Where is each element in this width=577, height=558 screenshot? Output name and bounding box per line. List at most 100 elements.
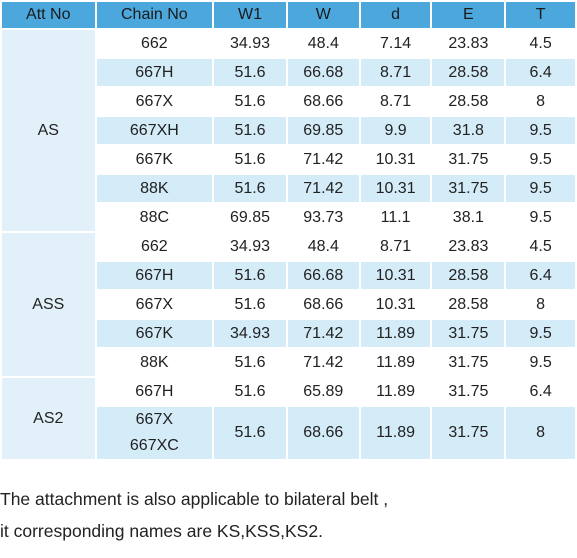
cell: 6.4: [504, 260, 577, 291]
cell: 4.5: [504, 231, 577, 262]
cell: 667XH: [94, 115, 215, 146]
table-row: 667K 34.93 71.42 11.89 31.75 9.5: [1, 318, 577, 349]
cell: 88K: [94, 173, 215, 204]
cell: 34.93: [212, 318, 288, 349]
table-row: 88C 69.85 93.73 11.1 38.1 9.5: [1, 202, 577, 233]
table-row: ASS 662 34.93 48.4 8.71 23.83 4.5: [0, 231, 577, 378]
table-row: 88K 51.6 71.42 10.31 31.75 9.5: [1, 173, 577, 204]
header-cell: Att No: [0, 0, 97, 30]
table-row: AS2 667H 51.6 65.89 11.89 31.75 6.4: [0, 376, 577, 461]
table-row: AS 662 34.93 48.4 7.14 23.83 4.5: [0, 28, 577, 233]
cell: 9.5: [504, 144, 577, 175]
cell: 11.1: [358, 202, 433, 233]
cell: 662: [94, 231, 215, 262]
cell: 51.6: [212, 347, 288, 378]
cell: 9.5: [504, 347, 577, 378]
cell: 31.75: [430, 376, 507, 407]
cell: 66.68: [285, 57, 361, 88]
cell: 11.89: [358, 405, 433, 461]
cell: 51.6: [212, 144, 288, 175]
cell: 51.6: [212, 173, 288, 204]
cell: 9.5: [504, 318, 577, 349]
table-row: 88K 51.6 71.42 11.89 31.75 9.5: [1, 347, 577, 378]
cell: 31.75: [430, 318, 507, 349]
cell: 51.6: [212, 115, 288, 146]
cell: 11.89: [358, 347, 433, 378]
cell: 10.31: [358, 260, 433, 291]
cell: 93.73: [285, 202, 361, 233]
cell: 34.93: [212, 28, 288, 59]
cell: 6.4: [504, 376, 577, 407]
cell: 667X: [94, 86, 215, 117]
table-row: 667H 51.6 66.68 8.71 28.58 6.4: [1, 57, 577, 88]
table-row: 667X 51.6 68.66 8.71 28.58 8: [1, 86, 577, 117]
cell: 51.6: [212, 376, 288, 407]
cell: 662: [94, 28, 215, 59]
cell: 65.89: [285, 376, 361, 407]
cell: 68.66: [285, 289, 361, 320]
cell: 31.75: [430, 405, 507, 461]
header-cell: T: [504, 0, 577, 30]
cell: 667K: [94, 318, 215, 349]
header-cell: W: [285, 0, 361, 30]
cell: 9.9: [358, 115, 433, 146]
header-cell: Chain No: [94, 0, 215, 30]
cell: 23.83: [430, 28, 507, 59]
cell: 4.5: [504, 28, 577, 59]
cell: 28.58: [430, 86, 507, 117]
cell-line: 667XC: [129, 437, 179, 454]
cell: 68.66: [285, 86, 361, 117]
cell: 23.83: [430, 231, 507, 262]
cell: 31.75: [430, 144, 507, 175]
cell: 8.71: [358, 57, 433, 88]
cell: 667X: [94, 289, 215, 320]
cell: 31.8: [430, 115, 507, 146]
cell: 68.66: [285, 405, 361, 461]
cell: 88K: [94, 347, 215, 378]
cell: 9.5: [504, 115, 577, 146]
att-cell: AS2: [0, 376, 97, 461]
table-row: 667K 51.6 71.42 10.31 31.75 9.5: [1, 144, 577, 175]
cell: 28.58: [430, 260, 507, 291]
cell: 8.71: [358, 231, 433, 262]
cell: 71.42: [285, 144, 361, 175]
cell: 10.31: [358, 289, 433, 320]
cell: 9.5: [504, 202, 577, 233]
cell: 667H: [94, 57, 215, 88]
cell-line: 667X: [135, 411, 174, 428]
cell: 8: [504, 405, 577, 461]
cell: 66.68: [285, 260, 361, 291]
cell: 10.31: [358, 144, 433, 175]
cell: 71.42: [285, 173, 361, 204]
cell: 31.75: [430, 173, 507, 204]
cell: 71.42: [285, 347, 361, 378]
cell: 38.1: [430, 202, 507, 233]
cell: 7.14: [358, 28, 433, 59]
cell: 51.6: [212, 289, 288, 320]
cell: 9.5: [504, 173, 577, 204]
cell: 667X 667XC: [94, 405, 215, 461]
header-cell: W1: [212, 0, 288, 30]
table-row: 667H 51.6 66.68 10.31 28.58 6.4: [1, 260, 577, 291]
cell: 51.6: [212, 86, 288, 117]
cell: 51.6: [212, 260, 288, 291]
cell: 71.42: [285, 318, 361, 349]
note-line: it corresponding names are KS,KSS,KS2.: [0, 521, 323, 541]
table-row: 667X 51.6 68.66 10.31 28.58 8: [1, 289, 577, 320]
note: The attachment is also applicable to bil…: [0, 483, 577, 547]
header-cell: d: [358, 0, 433, 30]
cell: 8: [504, 289, 577, 320]
att-cell: AS: [0, 28, 97, 233]
cell: 69.85: [212, 202, 288, 233]
cell: 48.4: [285, 28, 361, 59]
cell: 8.71: [358, 86, 433, 117]
cell: 48.4: [285, 231, 361, 262]
cell: 11.89: [358, 318, 433, 349]
table-row: 667XH 51.6 69.85 9.9 31.8 9.5: [1, 115, 577, 146]
cell: 667K: [94, 144, 215, 175]
table-row: 667X 667XC 51.6 68.66 11.89 31.75 8: [1, 405, 577, 461]
cell: 28.58: [430, 289, 507, 320]
